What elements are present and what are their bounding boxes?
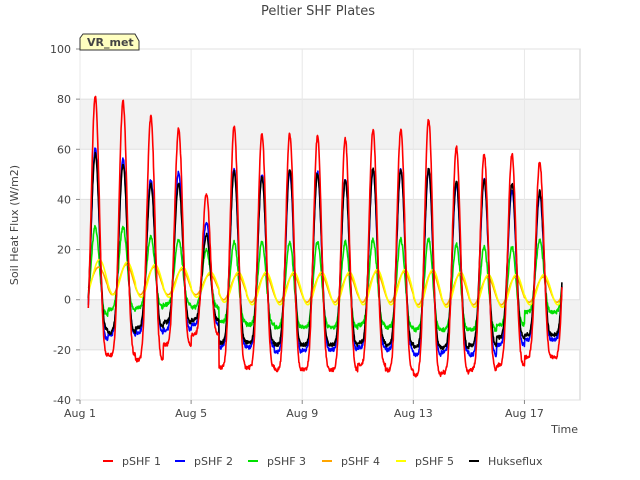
legend-label: Hukseflux (488, 455, 543, 468)
y-tick-label: 20 (57, 244, 71, 257)
y-axis-label: Soil Heat Flux (W/m2) (8, 165, 21, 285)
y-tick-label: 100 (50, 43, 71, 56)
legend-label: pSHF 5 (415, 455, 454, 468)
x-tick-label: Aug 9 (286, 407, 318, 420)
badge-label: VR_met (87, 36, 134, 49)
y-tick-label: -20 (53, 344, 71, 357)
plot-band (80, 199, 580, 250)
x-tick-label: Aug 17 (505, 407, 544, 420)
legend-label: pSHF 2 (194, 455, 233, 468)
chart-title: Peltier SHF Plates (261, 4, 375, 19)
legend-label: pSHF 4 (341, 455, 380, 468)
plot-band (80, 99, 580, 150)
series-line-pshf-5 (87, 258, 563, 309)
badge-box (79, 33, 140, 51)
x-tick-label: Aug 13 (394, 407, 433, 420)
y-tick-label: 80 (57, 93, 71, 106)
x-tick-label: Aug 1 (64, 407, 96, 420)
y-tick-label: -40 (53, 394, 71, 407)
y-tick-label: 60 (57, 143, 71, 156)
series-line-pshf-1 (87, 95, 563, 378)
y-tick-label: 0 (64, 294, 71, 307)
legend: pSHF 1 pSHF 2 pSHF 3 pSHF 4 pSHF 5 Hukseflux (103, 455, 543, 468)
legend-label: pSHF 3 (267, 455, 306, 468)
x-tick-label: Aug 5 (175, 407, 207, 420)
x-axis-label: Time (550, 423, 578, 436)
y-tick-label: 40 (57, 193, 71, 206)
station-badge: VR_met (79, 33, 140, 51)
series-line-hukseflux (87, 151, 563, 351)
legend-label: pSHF 1 (122, 455, 161, 468)
